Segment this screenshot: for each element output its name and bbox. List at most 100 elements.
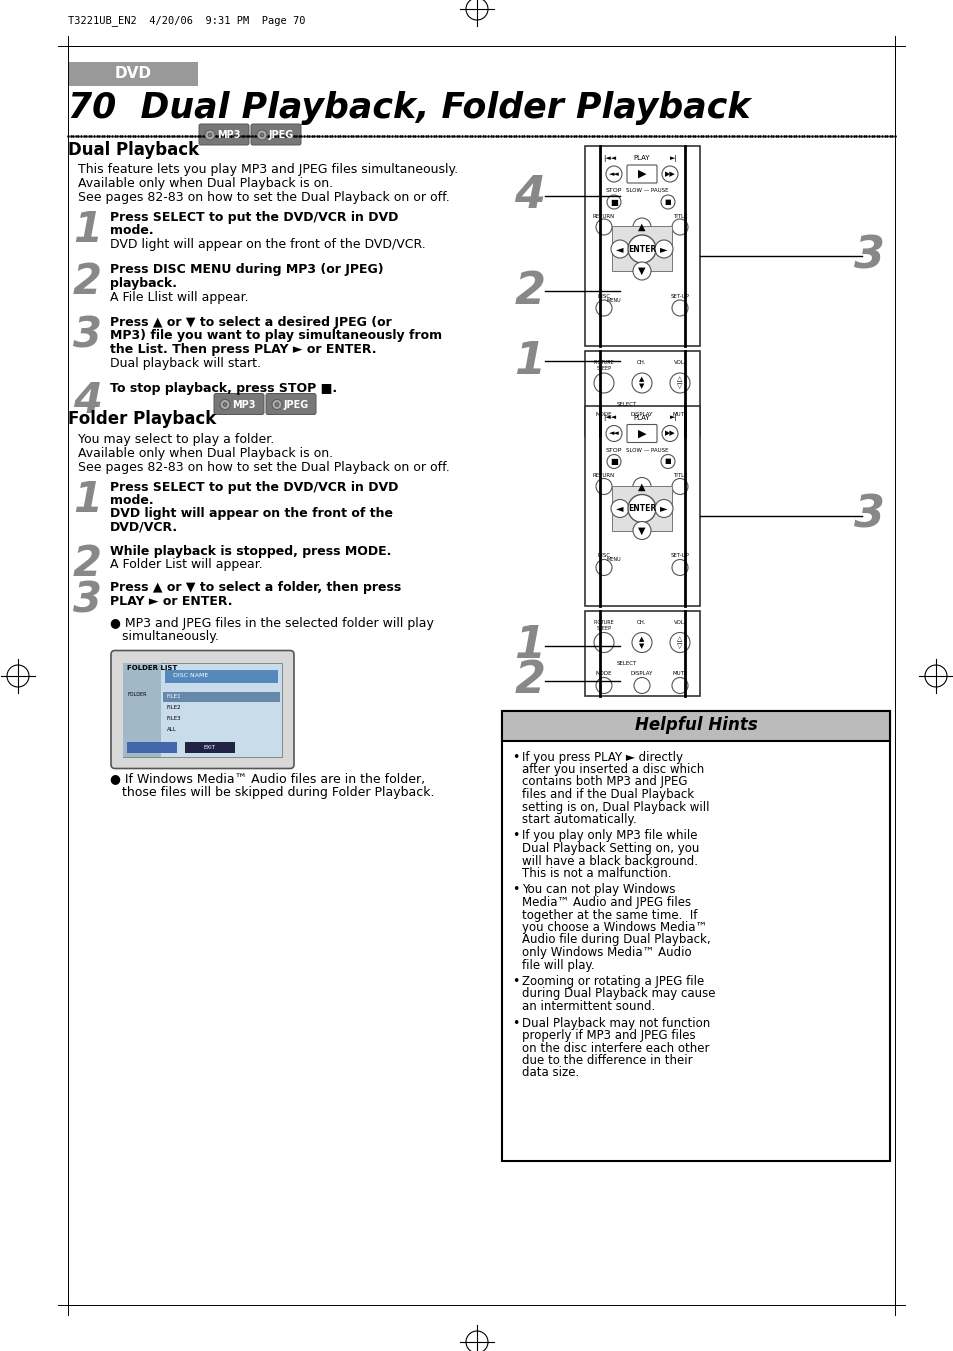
Text: ►|: ►| [669,413,678,422]
Text: DVD light will appear on the front of the DVD/VCR.: DVD light will appear on the front of th… [110,238,425,251]
Circle shape [633,262,650,280]
Circle shape [274,403,278,407]
Circle shape [596,417,612,434]
Text: ▶: ▶ [638,169,645,178]
Text: 2: 2 [73,262,102,304]
FancyBboxPatch shape [266,393,315,415]
Circle shape [627,235,656,263]
FancyBboxPatch shape [626,424,657,443]
Text: 70  Dual Playback, Folder Playback: 70 Dual Playback, Folder Playback [68,91,750,126]
Circle shape [631,373,651,393]
Text: DISC: DISC [597,293,610,299]
Circle shape [631,632,651,653]
Text: Dual playback will start.: Dual playback will start. [110,357,261,370]
Text: 4: 4 [514,174,545,218]
Text: VOL.: VOL. [673,361,685,366]
Text: Dual Playback may not function: Dual Playback may not function [521,1016,709,1029]
Text: file will play.: file will play. [521,958,594,971]
Text: ALL: ALL [167,727,176,732]
Circle shape [660,454,675,469]
Text: simultaneously.: simultaneously. [110,630,218,643]
Text: ENTER: ENTER [627,245,656,254]
Text: SLEEP: SLEEP [596,366,611,372]
Text: only Windows Media™ Audio: only Windows Media™ Audio [521,946,691,959]
Text: start automatically.: start automatically. [521,813,636,825]
Bar [165,670,277,682]
Circle shape [633,477,650,496]
Circle shape [610,240,628,258]
Text: ►|: ►| [669,154,678,162]
Circle shape [594,373,614,393]
Circle shape [671,677,687,693]
Text: STOP: STOP [605,189,621,193]
Text: MP3: MP3 [217,130,240,141]
Text: Audio file during Dual Playback,: Audio file during Dual Playback, [521,934,710,947]
Circle shape [272,400,282,409]
Circle shape [208,132,212,136]
Text: SET-UP: SET-UP [670,293,689,299]
Text: Dual Playback Setting on, you: Dual Playback Setting on, you [521,842,699,855]
Text: A File Llist will appear.: A File Llist will appear. [110,290,249,304]
Circle shape [627,494,656,523]
Circle shape [605,426,621,442]
Text: Press SELECT to put the DVD/VCR in DVD: Press SELECT to put the DVD/VCR in DVD [110,211,398,224]
Text: on the disc interfere each other: on the disc interfere each other [521,1042,709,1055]
Circle shape [596,219,612,235]
Bar [584,611,700,696]
Text: ▲: ▲ [638,222,645,232]
Text: 4: 4 [73,380,102,422]
Text: PICTURE: PICTURE [593,361,614,366]
Text: JPEG: JPEG [268,130,294,141]
Text: RETURN: RETURN [592,213,615,219]
Text: |◄◄: |◄◄ [603,154,616,162]
Circle shape [634,417,649,434]
Text: •: • [512,884,518,897]
Text: PLAY: PLAY [633,155,650,161]
Circle shape [634,677,649,693]
Circle shape [671,559,687,576]
Circle shape [220,400,230,409]
Circle shape [633,521,650,539]
Text: ● MP3 and JPEG files in the selected folder will play: ● MP3 and JPEG files in the selected fol… [110,616,434,630]
Circle shape [655,240,672,258]
Text: 1: 1 [73,478,102,520]
Circle shape [596,300,612,316]
Text: TITLE: TITLE [672,473,686,478]
Text: ◄: ◄ [616,504,623,513]
Text: If you press PLAY ► directly: If you press PLAY ► directly [521,751,682,763]
Text: ▶▶: ▶▶ [664,431,675,436]
Circle shape [671,300,687,316]
Text: Available only when Dual Playback is on.: Available only when Dual Playback is on. [78,177,333,190]
Text: See pages 82-83 on how to set the Dual Playback on or off.: See pages 82-83 on how to set the Dual P… [78,461,449,473]
Text: T3221UB_EN2  4/20/06  9:31 PM  Page 70: T3221UB_EN2 4/20/06 9:31 PM Page 70 [68,15,305,26]
Circle shape [596,478,612,494]
Text: DVD light will appear on the front of the: DVD light will appear on the front of th… [110,508,393,520]
Text: See pages 82-83 on how to set the Dual Playback on or off.: See pages 82-83 on how to set the Dual P… [78,190,449,204]
Text: △
▽: △ ▽ [677,377,682,389]
Text: ◄◄: ◄◄ [608,172,618,177]
Circle shape [596,559,612,576]
Text: This is not a malfunction.: This is not a malfunction. [521,867,671,880]
Bar [68,62,198,86]
Text: RETURN: RETURN [592,473,615,478]
Text: Zooming or rotating a JPEG file: Zooming or rotating a JPEG file [521,975,703,988]
Text: 3: 3 [854,235,884,277]
Text: A Folder List will appear.: A Folder List will appear. [110,558,262,571]
Text: JPEG: JPEG [283,400,309,409]
Circle shape [655,500,672,517]
Circle shape [669,632,689,653]
Text: SLOW — PAUSE: SLOW — PAUSE [625,189,667,193]
Text: ▼: ▼ [638,266,645,276]
Text: SELECT: SELECT [617,401,637,407]
Text: files and if the Dual Playback: files and if the Dual Playback [521,788,694,801]
Text: CH.: CH. [637,361,646,366]
Text: data size.: data size. [521,1066,578,1079]
Text: •: • [512,751,518,763]
Text: MP3: MP3 [232,400,255,409]
Circle shape [610,500,628,517]
Text: PLAY: PLAY [633,415,650,420]
Text: SET-UP: SET-UP [670,553,689,558]
Circle shape [594,632,614,653]
Circle shape [605,166,621,182]
Text: |◄◄: |◄◄ [603,413,616,422]
